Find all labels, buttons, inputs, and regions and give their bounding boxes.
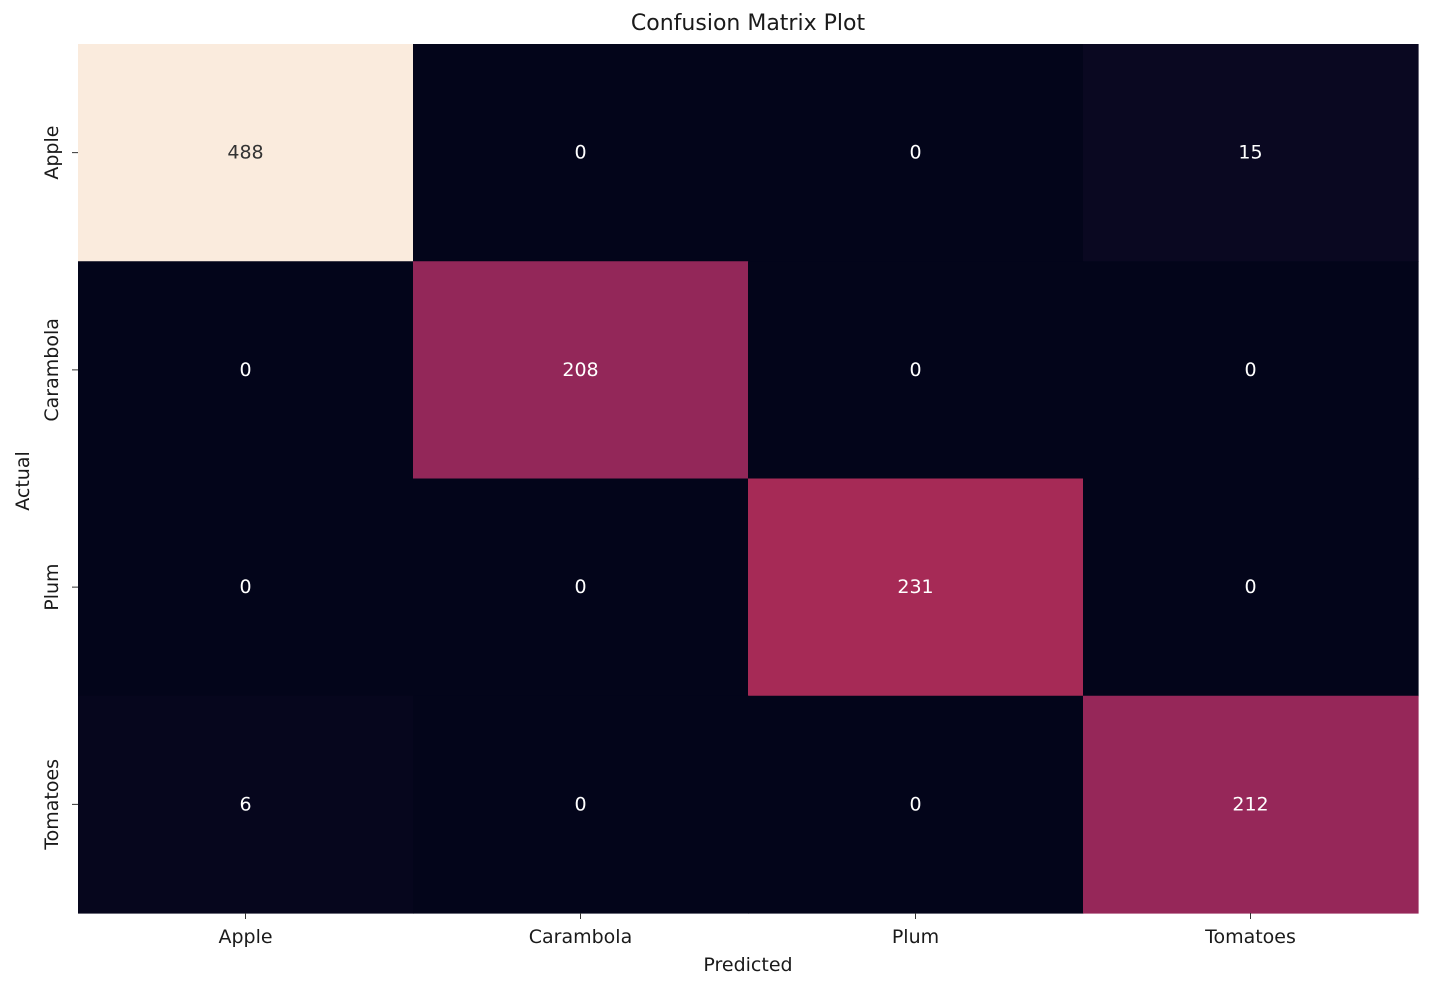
y-tick-label: Apple <box>41 126 63 180</box>
cell-value-label: 488 <box>227 142 263 164</box>
heatmap-cell <box>78 695 414 914</box>
cell-value-label: 0 <box>1244 359 1256 381</box>
x-axis-label: Predicted <box>703 954 792 976</box>
cell-value-label: 0 <box>239 359 251 381</box>
cell-value-label: 208 <box>562 359 598 381</box>
cell-value-label: 6 <box>239 793 251 815</box>
heatmap-cell <box>78 478 414 697</box>
heatmap-cell <box>1083 44 1419 262</box>
cell-value-label: 15 <box>1238 142 1262 164</box>
y-tick-label: Tomatoes <box>41 759 63 851</box>
heatmap-cell <box>1083 478 1419 697</box>
cell-value-label: 212 <box>1232 793 1268 815</box>
heatmap-cell <box>78 44 414 262</box>
heatmap-cell <box>748 478 1084 697</box>
cell-value-label: 0 <box>1244 576 1256 598</box>
x-tick-label: Plum <box>892 926 939 948</box>
heatmap-cell <box>413 695 749 914</box>
heatmap-cell <box>413 44 749 262</box>
heatmap-cell <box>78 261 414 480</box>
chart-title: Confusion Matrix Plot <box>631 11 866 36</box>
cell-value-label: 0 <box>574 142 586 164</box>
cell-value-label: 0 <box>574 793 586 815</box>
x-tick-label: Apple <box>218 926 272 948</box>
y-tick-label: Plum <box>41 563 63 610</box>
y-axis-label: Actual <box>12 451 34 511</box>
heatmap-cell <box>748 261 1084 480</box>
heatmap-cell <box>1083 261 1419 480</box>
x-tick-label: Carambola <box>529 926 632 948</box>
x-axis-ticks: Apple Carambola Plum Tomatoes <box>218 913 1296 948</box>
heatmap-cell <box>413 261 749 480</box>
heatmap-cells: 488 0 0 15 0 208 0 0 0 0 231 0 6 0 0 212 <box>78 44 1419 914</box>
cell-value-label: 0 <box>909 142 921 164</box>
cell-value-label: 0 <box>909 793 921 815</box>
y-tick-label: Carambola <box>41 318 63 421</box>
cell-value-label: 0 <box>909 359 921 381</box>
heatmap-cell <box>1083 695 1419 914</box>
heatmap-cell <box>413 478 749 697</box>
cell-value-label: 231 <box>897 576 933 598</box>
heatmap-cell <box>748 44 1084 262</box>
heatmap-cell <box>748 695 1084 914</box>
y-axis-ticks: Apple Carambola Plum Tomatoes <box>41 126 78 851</box>
cell-value-label: 0 <box>239 576 251 598</box>
cell-value-label: 0 <box>574 576 586 598</box>
x-tick-label: Tomatoes <box>1204 926 1296 948</box>
